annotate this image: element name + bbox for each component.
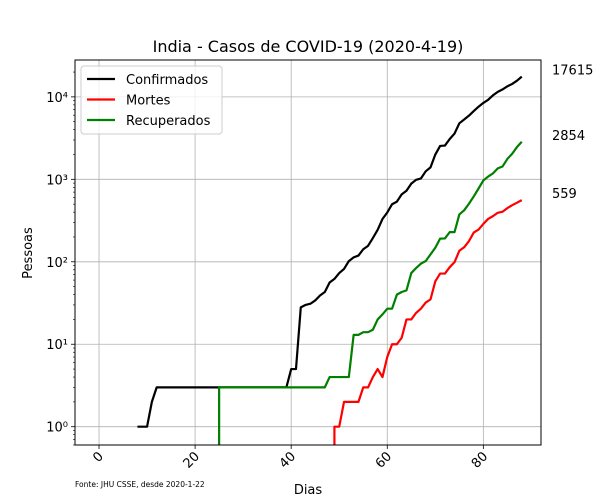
y-tick-label-10: 10¹ — [46, 338, 68, 353]
end-labels: 17615 559 2854 — [552, 64, 593, 203]
end-label-confirmados: 17615 — [552, 64, 593, 79]
x-tick-label-40: 40 — [277, 449, 299, 471]
x-axis-label: Dias — [294, 483, 323, 498]
y-tick-label-1: 10⁰ — [46, 421, 68, 436]
legend-label-mortes: Mortes — [126, 94, 171, 109]
x-tick-label-80: 80 — [469, 449, 491, 471]
series-line-confirmados — [137, 75, 523, 428]
legend-label-confirmados: Confirmados — [126, 73, 208, 88]
plot-frame — [74, 59, 542, 446]
axis-ticks: 0 20 40 60 80 10⁰ 10¹ 10² 10³ 10⁴ — [46, 71, 491, 472]
x-tick-label-0: 0 — [90, 449, 106, 465]
series-layer — [137, 75, 523, 445]
x-tick-label-60: 60 — [373, 449, 395, 471]
end-label-recuperados: 2854 — [552, 129, 585, 144]
series-line-recuperados — [218, 141, 523, 445]
x-tick-label-20: 20 — [181, 449, 203, 471]
end-label-mortes: 559 — [552, 187, 577, 202]
chart-title: India - Casos de COVID-19 (2020-4-19) — [153, 37, 464, 56]
y-tick-label-10000: 10⁴ — [46, 91, 68, 106]
y-tick-label-1000: 10³ — [46, 173, 68, 188]
legend-box — [80, 65, 223, 135]
y-axis-label: Pessoas — [21, 227, 36, 279]
series-line-mortes — [333, 199, 523, 445]
legend: Confirmados Mortes Recuperados — [80, 65, 223, 135]
legend-label-recuperados: Recuperados — [126, 114, 211, 129]
y-tick-label-100: 10² — [46, 256, 68, 271]
source-footnote: Fonte: JHU CSSE, desde 2020-1-22 — [75, 480, 205, 489]
